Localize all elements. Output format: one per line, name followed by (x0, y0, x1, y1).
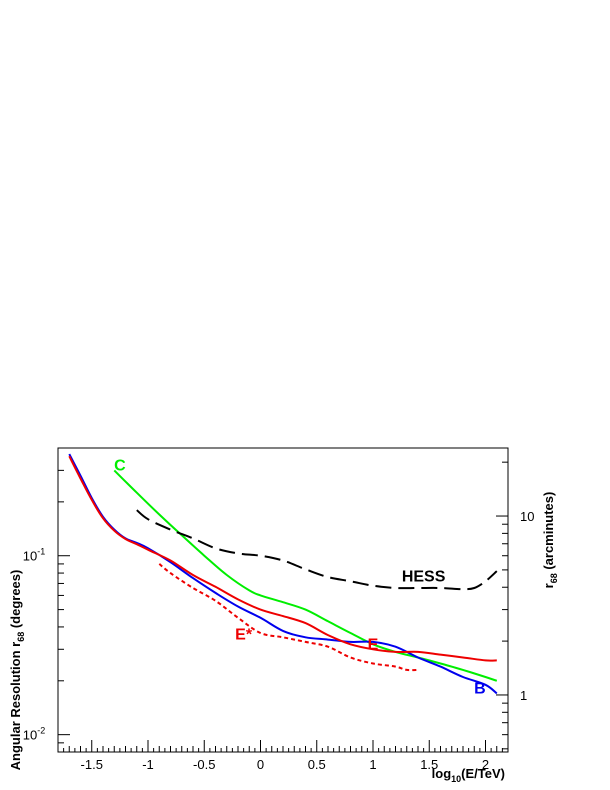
x-tick-label: 2 (482, 757, 489, 772)
series-line-e-star (158, 563, 419, 672)
series-labels: C HESS E E* B (114, 457, 486, 697)
series-lines (68, 453, 498, 695)
y-axis-title: Angular Resolution r68 (degrees) (8, 570, 26, 771)
series-line-e (68, 455, 497, 662)
x-tick-label: 1 (369, 757, 376, 772)
plot-frame (57, 447, 509, 753)
series-label: HESS (402, 568, 446, 585)
y-tick-label: 10-2 (23, 726, 45, 743)
x-tick-label: -1.5 (81, 757, 103, 772)
right-axis-ticks: 1 10 (496, 461, 534, 750)
x-axis-ticks: -1.5 -1 -0.5 0 0.5 1 1.5 2 (63, 740, 509, 772)
series-label: E* (235, 627, 253, 644)
right-tick-label: 10 (520, 509, 534, 524)
x-tick-label: -1 (142, 757, 154, 772)
y-tick-label: 10-1 (23, 547, 45, 564)
series-label: B (474, 680, 486, 697)
right-tick-label: 1 (520, 688, 527, 703)
right-axis-title: r68 (arcminutes) (541, 492, 559, 589)
x-tick-label: 0.5 (308, 757, 326, 772)
x-tick-label: -0.5 (193, 757, 215, 772)
series-label: E (368, 636, 379, 653)
y-axis-ticks: 10-2 10-1 (23, 447, 70, 753)
x-tick-label: 0 (257, 757, 264, 772)
series-label: C (114, 457, 126, 474)
series-line-c (113, 469, 498, 682)
x-tick-label: 1.5 (420, 757, 438, 772)
x-axis-title: log10(E/TeV) (432, 766, 505, 784)
